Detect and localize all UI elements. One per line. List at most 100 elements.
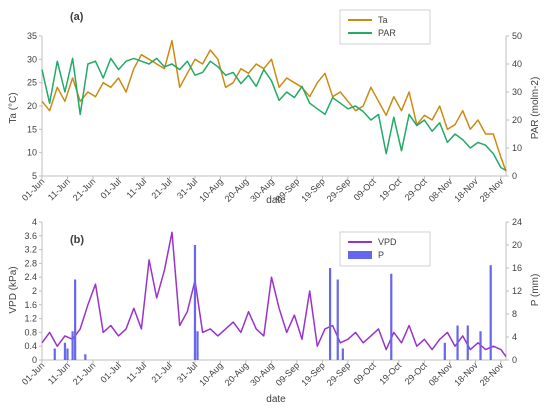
x-tick-label: 18-Nov [452, 360, 480, 388]
panel-b-left-axis-title: VPD (kPa) [8, 266, 19, 313]
x-tick-label-wrap: 11-Jun [46, 176, 72, 202]
panel-b-legend: VPD P [339, 231, 431, 267]
right-tick-label: 10 [512, 143, 522, 153]
x-tick-label-wrap: 01-Jul [98, 360, 122, 384]
precipitation-bar [53, 348, 56, 360]
precipitation-bar [84, 354, 87, 360]
x-tick-label-wrap: 01-Jul [98, 176, 122, 200]
precipitation-bar [341, 348, 344, 360]
precipitation-bar [336, 279, 339, 360]
left-tick-label: 25 [27, 78, 37, 88]
x-tick-label: 20-Aug [223, 176, 251, 204]
x-tick-label: 08-Nov [427, 360, 455, 388]
left-tick-label: 2.8 [24, 258, 37, 268]
precipitation-bar [196, 331, 199, 360]
x-tick-label-wrap: 18-Nov [452, 176, 480, 204]
panel-a-legend: Ta PAR [339, 9, 431, 45]
x-tick-label-wrap: 29-Sep [325, 360, 353, 388]
right-tick-label: 16 [512, 263, 522, 273]
x-tick-label: 09-Oct [352, 176, 379, 203]
left-tick-label: 20 [27, 101, 37, 111]
x-tick-label: 19-Oct [377, 360, 404, 387]
x-tick-label: 19-Sep [299, 360, 327, 388]
right-tick-label: 8 [512, 309, 517, 319]
x-tick-label-wrap: 09-Sep [274, 176, 302, 204]
legend-box [339, 9, 431, 45]
series-line-vpd [41, 231, 507, 358]
series-line-ta [41, 39, 507, 172]
right-tick-label: 20 [512, 115, 522, 125]
x-tick-label: 20-Aug [223, 360, 251, 388]
x-tick-label-wrap: 11-Jun [46, 360, 72, 386]
left-tick-label: 3.6 [24, 231, 37, 241]
x-tick-label-wrap: 29-Sep [325, 176, 353, 204]
x-tick-label-wrap: 21-Jul [149, 360, 173, 384]
precipitation-bar [328, 268, 332, 360]
x-tick-label-wrap: 28-Nov [478, 176, 506, 204]
x-tick-label-wrap: 11-Jul [124, 176, 148, 200]
x-tick-label: 09-Sep [274, 176, 302, 204]
x-tick-label-wrap: 08-Nov [427, 176, 455, 204]
x-tick-label-wrap: 10-Aug [197, 176, 225, 204]
x-tick-label-wrap: 21-Jul [149, 176, 173, 200]
x-tick-label-wrap: 28-Nov [478, 360, 506, 388]
x-tick-label: 28-Nov [478, 176, 506, 204]
x-tick-label-wrap: 09-Oct [352, 360, 379, 387]
left-tick-label: 35 [27, 31, 37, 41]
right-tick-label: 50 [512, 31, 522, 41]
x-tick-label-wrap: 29-Oct [403, 360, 430, 387]
panel-a-label: (a) [70, 11, 84, 23]
x-tick-label: 30-Aug [248, 360, 276, 388]
left-tick-label: 1.6 [24, 300, 37, 310]
x-tick-label: 19-Oct [377, 176, 404, 203]
precipitation-bar [71, 331, 74, 360]
x-tick-label-wrap: 19-Sep [299, 176, 327, 204]
panel-a-x-axis-title: date [266, 195, 286, 206]
right-tick-label: 0 [512, 171, 517, 181]
x-tick-label: 18-Nov [452, 176, 480, 204]
legend-box [339, 231, 431, 267]
x-tick-label: 31-Jul [175, 360, 199, 384]
left-tick-label: 0.4 [24, 341, 37, 351]
x-tick-label-wrap: 31-Jul [175, 360, 199, 384]
right-tick-label: 4 [512, 332, 517, 342]
panel-b-label: (b) [70, 234, 84, 246]
x-tick-label: 28-Nov [478, 360, 506, 388]
legend-label: Ta [378, 15, 388, 25]
x-tick-label: 29-Oct [403, 176, 430, 203]
left-tick-label: 2 [32, 286, 37, 296]
legend-label: VPD [378, 237, 397, 247]
legend-swatch-bar [348, 251, 372, 259]
left-tick-label: 10 [27, 148, 37, 158]
precipitation-bar [489, 265, 492, 360]
panel-a-temperature-par: (a) Ta (°C) PAR (molm-2) date 5 10 15 20 25 3… [8, 9, 541, 206]
x-tick-label-wrap: 09-Oct [352, 176, 379, 203]
x-tick-label-wrap: 19-Sep [299, 360, 327, 388]
right-tick-label: 30 [512, 87, 522, 97]
series-line-par [41, 57, 507, 172]
x-tick-label: 21-Jul [149, 176, 173, 200]
x-tick-label: 11-Jun [46, 360, 72, 386]
precipitation-bar [66, 348, 69, 360]
x-tick-label-wrap: 18-Nov [452, 360, 480, 388]
right-tick-label: 24 [512, 217, 522, 227]
x-tick-label-wrap: 11-Jul [124, 360, 148, 384]
x-tick-label-wrap: 20-Aug [223, 360, 251, 388]
precipitation-bar [443, 342, 446, 360]
x-tick-label: 11-Jun [46, 176, 72, 202]
left-tick-label: 0.8 [24, 327, 37, 337]
precipitation-bar [74, 279, 77, 360]
x-tick-label: 08-Nov [427, 176, 455, 204]
left-tick-label: 1.2 [24, 314, 37, 324]
x-tick-label-wrap: 21-Jun [71, 176, 98, 203]
x-tick-label: 09-Sep [274, 360, 302, 388]
x-tick-label: 29-Oct [403, 360, 430, 387]
panel-b-x-axis-title: date [266, 394, 286, 405]
precipitation-bar [63, 342, 67, 360]
left-tick-label: 30 [27, 54, 37, 64]
x-tick-label: 21-Jul [149, 360, 173, 384]
right-tick-label: 12 [512, 286, 522, 296]
left-tick-label: 5 [32, 171, 37, 181]
x-tick-label-wrap: 21-Jun [71, 360, 98, 387]
